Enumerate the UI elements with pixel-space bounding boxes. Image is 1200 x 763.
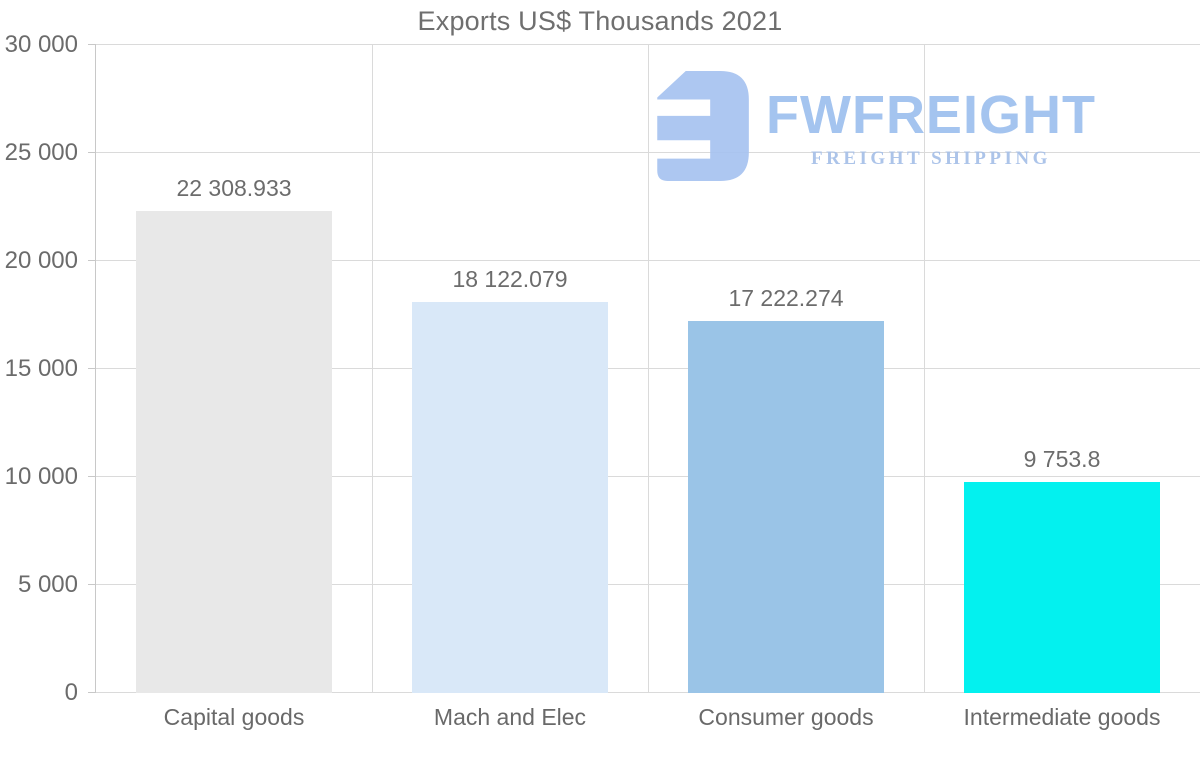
x-axis-label: Capital goods: [163, 704, 305, 730]
brand-tagline: FREIGHT SHIPPING: [811, 147, 1051, 169]
y-axis-label: 10 000: [4, 463, 78, 491]
y-axis-tick: [88, 260, 96, 261]
y-axis-label: 30 000: [4, 31, 78, 58]
y-axis-label: 25 000: [4, 139, 78, 166]
plot-area: 0 5 000 10 000 15 000 20 000 25 000 30 000 22 3…: [5, 32, 1200, 730]
bar-value-label: 17 222.274: [728, 285, 844, 311]
column-separator: [372, 45, 373, 693]
column-separator: [924, 45, 925, 693]
chart-title: Exports US$ Thousands 2021: [417, 6, 783, 36]
y-axis-tick: [88, 152, 96, 153]
bar-intermediate-goods: [964, 482, 1160, 693]
category-column-intermediate-goods: 9 753.8 Intermediate goods: [924, 45, 1200, 730]
category-column-consumer-goods: 17 222.274 Consumer goods: [648, 45, 924, 730]
bar-capital-goods: [136, 211, 332, 693]
x-axis-label: Intermediate goods: [963, 704, 1161, 730]
y-axis-tick: [88, 44, 96, 45]
y-axis-label: 0: [64, 679, 78, 706]
y-axis-tick: [88, 476, 96, 477]
fwfreight-logo-icon: [649, 69, 751, 188]
y-axis-tick: [88, 584, 96, 585]
y-axis-label: 20 000: [4, 247, 78, 275]
brand-name: FWFREIGHT: [766, 84, 1096, 145]
category-column-capital-goods: 22 308.933 Capital goods: [96, 45, 372, 730]
y-axis-label: 15 000: [4, 355, 78, 382]
x-axis-label: Mach and Elec: [433, 704, 587, 730]
bar-value-label: 22 308.933: [176, 175, 292, 202]
brand-text-block: FWFREIGHT FREIGHT SHIPPING: [766, 88, 1096, 170]
y-axis-label: 5 000: [17, 571, 78, 599]
category-column-mach-and-elec: 18 122.079 Mach and Elec: [372, 45, 648, 730]
bar-value-label: 9 753.8: [1023, 446, 1101, 473]
column-separator: [648, 45, 649, 693]
x-axis-label: Consumer goods: [698, 704, 874, 730]
brand-watermark: FWFREIGHT FREIGHT SHIPPING: [649, 69, 1096, 188]
bar-consumer-goods: [688, 321, 884, 693]
gridline-30000: [96, 44, 1200, 45]
y-axis-tick: [88, 368, 96, 369]
bar-value-label: 18 122.079: [452, 265, 568, 292]
y-axis-tick: [88, 692, 96, 693]
bar-mach-and-elec: [412, 301, 608, 693]
